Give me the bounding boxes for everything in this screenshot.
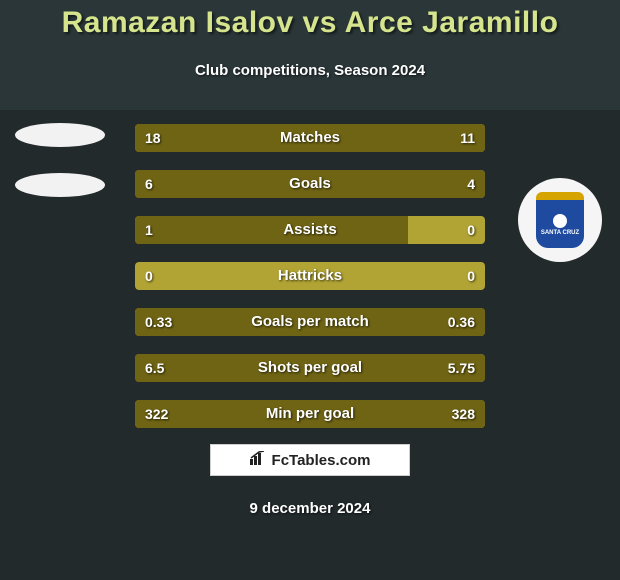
- subtitle: Club competitions, Season 2024: [0, 62, 620, 79]
- player-left-badge: [10, 110, 110, 210]
- stat-label: Matches: [135, 124, 485, 152]
- page-title: Ramazan Isalov vs Arce Jaramillo: [0, 6, 620, 40]
- stat-row: 0.330.36Goals per match: [135, 308, 485, 336]
- stat-label: Shots per goal: [135, 354, 485, 382]
- shield-icon: SANTA CRUZ: [536, 192, 584, 248]
- brand-badge: FcTables.com: [210, 444, 410, 476]
- stat-label: Min per goal: [135, 400, 485, 428]
- stat-row: 322328Min per goal: [135, 400, 485, 428]
- stat-row: 6.55.75Shots per goal: [135, 354, 485, 382]
- player-right-badge: SANTA CRUZ: [510, 170, 610, 270]
- chart-icon: [250, 451, 266, 469]
- stat-row: 00Hattricks: [135, 262, 485, 290]
- stat-label: Goals: [135, 170, 485, 198]
- stats-rows: 1811Matches 64Goals 10Assists 00Hattricks 0.…: [135, 124, 485, 446]
- stat-label: Hattricks: [135, 262, 485, 290]
- date-text: 9 december 2024: [0, 500, 620, 517]
- brand-text: FcTables.com: [272, 452, 371, 469]
- stat-label: Assists: [135, 216, 485, 244]
- club-crest: SANTA CRUZ: [518, 178, 602, 262]
- stat-row: 64Goals: [135, 170, 485, 198]
- stat-label: Goals per match: [135, 308, 485, 336]
- stat-row: 10Assists: [135, 216, 485, 244]
- stat-row: 1811Matches: [135, 124, 485, 152]
